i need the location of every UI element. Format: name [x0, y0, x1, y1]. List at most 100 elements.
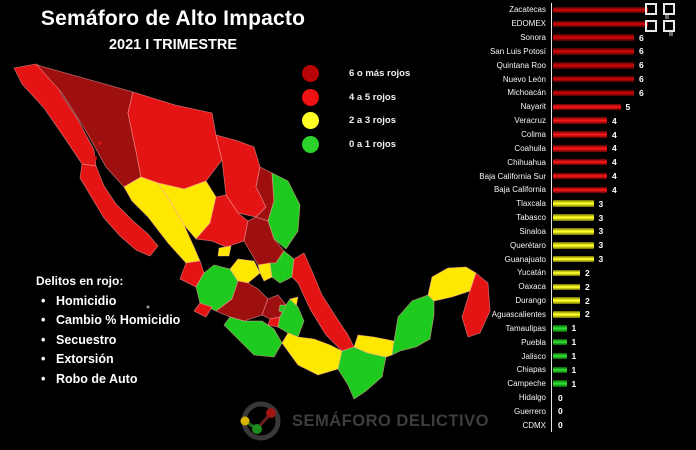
value-bar	[553, 75, 634, 83]
value-label: 4	[612, 129, 617, 140]
value-label: 4	[612, 157, 617, 168]
value-bar	[553, 214, 594, 221]
state-label: Tlaxcala	[516, 199, 546, 209]
value-label: 0	[558, 392, 563, 403]
state-label: Campeche	[507, 379, 546, 389]
bar-row: San Luis Potosí 6	[470, 44, 694, 59]
bar-row: Tlaxcala 3	[470, 196, 694, 211]
bar-row: Puebla 1	[470, 335, 694, 350]
value-bar	[553, 352, 567, 360]
bar-track: 4	[551, 113, 694, 128]
value-label: 1	[571, 323, 577, 334]
value-bar	[553, 380, 567, 387]
bar-track: 1	[551, 321, 694, 336]
state-label: Chiapas	[516, 365, 546, 375]
bar-row: Sonora 6	[470, 30, 694, 45]
legend-item: 0 a 1 rojos	[302, 133, 410, 157]
bar-row: Querétaro 3	[470, 238, 694, 253]
state-label: Durango	[515, 296, 546, 306]
value-bar	[553, 297, 580, 304]
footer-brand: SEMÁFORO DELICTIVO	[238, 398, 489, 444]
value-label: 1	[571, 378, 577, 389]
bar-row: Aguascalientes 2	[470, 307, 694, 322]
bar-track: 0	[551, 390, 694, 405]
bar-track: 3	[551, 252, 694, 267]
bar-row: Tamaulipas 1	[470, 321, 694, 336]
value-bar	[553, 62, 634, 69]
legend-dot-yellow-icon	[302, 112, 319, 130]
state-label: Aguascalientes	[491, 309, 546, 319]
bar-track: 4	[551, 155, 694, 170]
value-bar	[553, 283, 580, 291]
state-label: Baja California Sur	[479, 171, 546, 181]
value-bar	[553, 325, 567, 332]
bracket-handle-icon	[665, 15, 669, 19]
value-label: 3	[598, 198, 604, 209]
bar-row: EDOMEX	[470, 16, 694, 31]
bar-track: 3	[551, 210, 694, 225]
state-label: Nayarit	[520, 102, 546, 112]
selection-brackets-icon[interactable]	[645, 3, 675, 36]
legend-dot-dark-red-icon	[302, 65, 319, 83]
value-label: 0	[558, 406, 563, 417]
bar-row: Coahuila 4	[470, 141, 694, 156]
bracket-corner-icon	[645, 3, 657, 15]
value-bar	[553, 48, 634, 55]
bar-row: Yucatán 2	[470, 266, 694, 280]
legend-dot-green-icon	[302, 135, 319, 153]
value-label: 3	[598, 240, 604, 251]
value-label: 0	[558, 420, 563, 431]
bar-track: 0	[551, 418, 694, 433]
value-label: 3	[598, 212, 604, 223]
legend-item: 2 a 3 rojos	[302, 109, 410, 133]
value-label: 5	[625, 101, 631, 112]
state-label: Nuevo León	[502, 74, 546, 84]
bar-row: Oaxaca 2	[470, 279, 694, 294]
crime-note: Delitos en rojo: Homicidio Cambio % Homi…	[36, 274, 180, 386]
bar-row: Zacatecas	[470, 3, 694, 17]
state-label: Yucatán	[517, 268, 546, 278]
state-label: Tabasco	[516, 213, 546, 223]
bar-track: 2	[551, 279, 694, 294]
value-bar	[553, 145, 607, 152]
state-label: Michoacán	[507, 88, 546, 98]
legend-label: 2 a 3 rojos	[349, 115, 396, 127]
bar-row: Baja California 4	[470, 182, 694, 197]
value-bar	[553, 6, 648, 14]
bar-row: Baja California Sur 4	[470, 169, 694, 183]
bar-row: Sinaloa 3	[470, 224, 694, 239]
value-label: 1	[571, 337, 577, 348]
value-label: 4	[612, 184, 617, 195]
state-label: Guerrero	[513, 406, 546, 416]
bar-row: Chihuahua 4	[470, 155, 694, 170]
state-label: Chihuahua	[507, 157, 546, 167]
crime-item: Secuestro	[36, 333, 180, 347]
bar-row: Hidalgo 0	[470, 390, 694, 405]
bar-track: 4	[551, 127, 694, 142]
brand-text: SEMÁFORO DELICTIVO	[292, 411, 489, 430]
value-label: 4	[612, 115, 617, 126]
bar-track: 0	[551, 404, 694, 419]
value-bar	[553, 228, 594, 235]
state-chiapas	[337, 346, 387, 400]
bar-track: 4	[551, 169, 694, 183]
bar-track: 6	[551, 86, 694, 100]
value-bar	[553, 186, 607, 194]
bar-track: 4	[551, 182, 694, 197]
state-label: Tamaulipas	[505, 323, 546, 333]
state-chihuahua	[127, 91, 223, 190]
value-label: 2	[585, 309, 590, 320]
state-colima	[193, 302, 213, 318]
value-label: 4	[612, 171, 617, 182]
bar-row: CDMX 0	[470, 418, 694, 433]
bar-row: Campeche 1	[470, 376, 694, 391]
title-block: Semáforo de Alto Impacto 2021 I TRIMESTR…	[23, 7, 323, 53]
page-subtitle: 2021 I TRIMESTRE	[108, 37, 238, 53]
value-bar	[553, 366, 567, 374]
state-label: Baja California	[493, 185, 546, 195]
state-label: Puebla	[521, 337, 546, 347]
bar-row: Nayarit 5	[470, 99, 694, 114]
crime-note-title: Delitos en rojo:	[36, 274, 124, 288]
bracket-handle-icon	[669, 32, 673, 36]
